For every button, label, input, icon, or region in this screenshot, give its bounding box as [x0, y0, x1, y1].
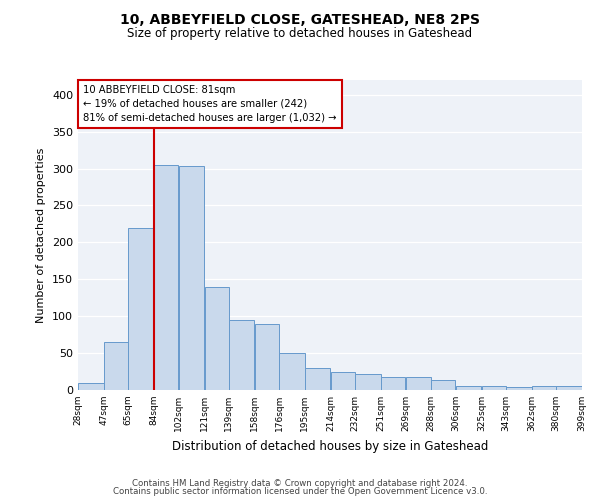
- Bar: [456, 386, 481, 390]
- Bar: [229, 320, 254, 390]
- Bar: [205, 286, 229, 390]
- Bar: [406, 378, 431, 390]
- Bar: [556, 386, 582, 390]
- Bar: [532, 386, 556, 390]
- Bar: [381, 376, 405, 390]
- Bar: [279, 353, 305, 390]
- Bar: [128, 228, 154, 390]
- Bar: [305, 368, 331, 390]
- Bar: [355, 374, 381, 390]
- Bar: [255, 324, 279, 390]
- Text: Contains public sector information licensed under the Open Government Licence v3: Contains public sector information licen…: [113, 487, 487, 496]
- X-axis label: Distribution of detached houses by size in Gateshead: Distribution of detached houses by size …: [172, 440, 488, 452]
- Bar: [506, 387, 532, 390]
- Bar: [104, 342, 128, 390]
- Text: 10, ABBEYFIELD CLOSE, GATESHEAD, NE8 2PS: 10, ABBEYFIELD CLOSE, GATESHEAD, NE8 2PS: [120, 12, 480, 26]
- Text: 10 ABBEYFIELD CLOSE: 81sqm
← 19% of detached houses are smaller (242)
81% of sem: 10 ABBEYFIELD CLOSE: 81sqm ← 19% of deta…: [83, 84, 337, 122]
- Bar: [482, 386, 506, 390]
- Bar: [179, 166, 204, 390]
- Bar: [78, 382, 104, 390]
- Text: Contains HM Land Registry data © Crown copyright and database right 2024.: Contains HM Land Registry data © Crown c…: [132, 478, 468, 488]
- Text: Size of property relative to detached houses in Gateshead: Size of property relative to detached ho…: [127, 28, 473, 40]
- Bar: [331, 372, 355, 390]
- Bar: [431, 380, 455, 390]
- Y-axis label: Number of detached properties: Number of detached properties: [37, 148, 46, 322]
- Bar: [154, 165, 178, 390]
